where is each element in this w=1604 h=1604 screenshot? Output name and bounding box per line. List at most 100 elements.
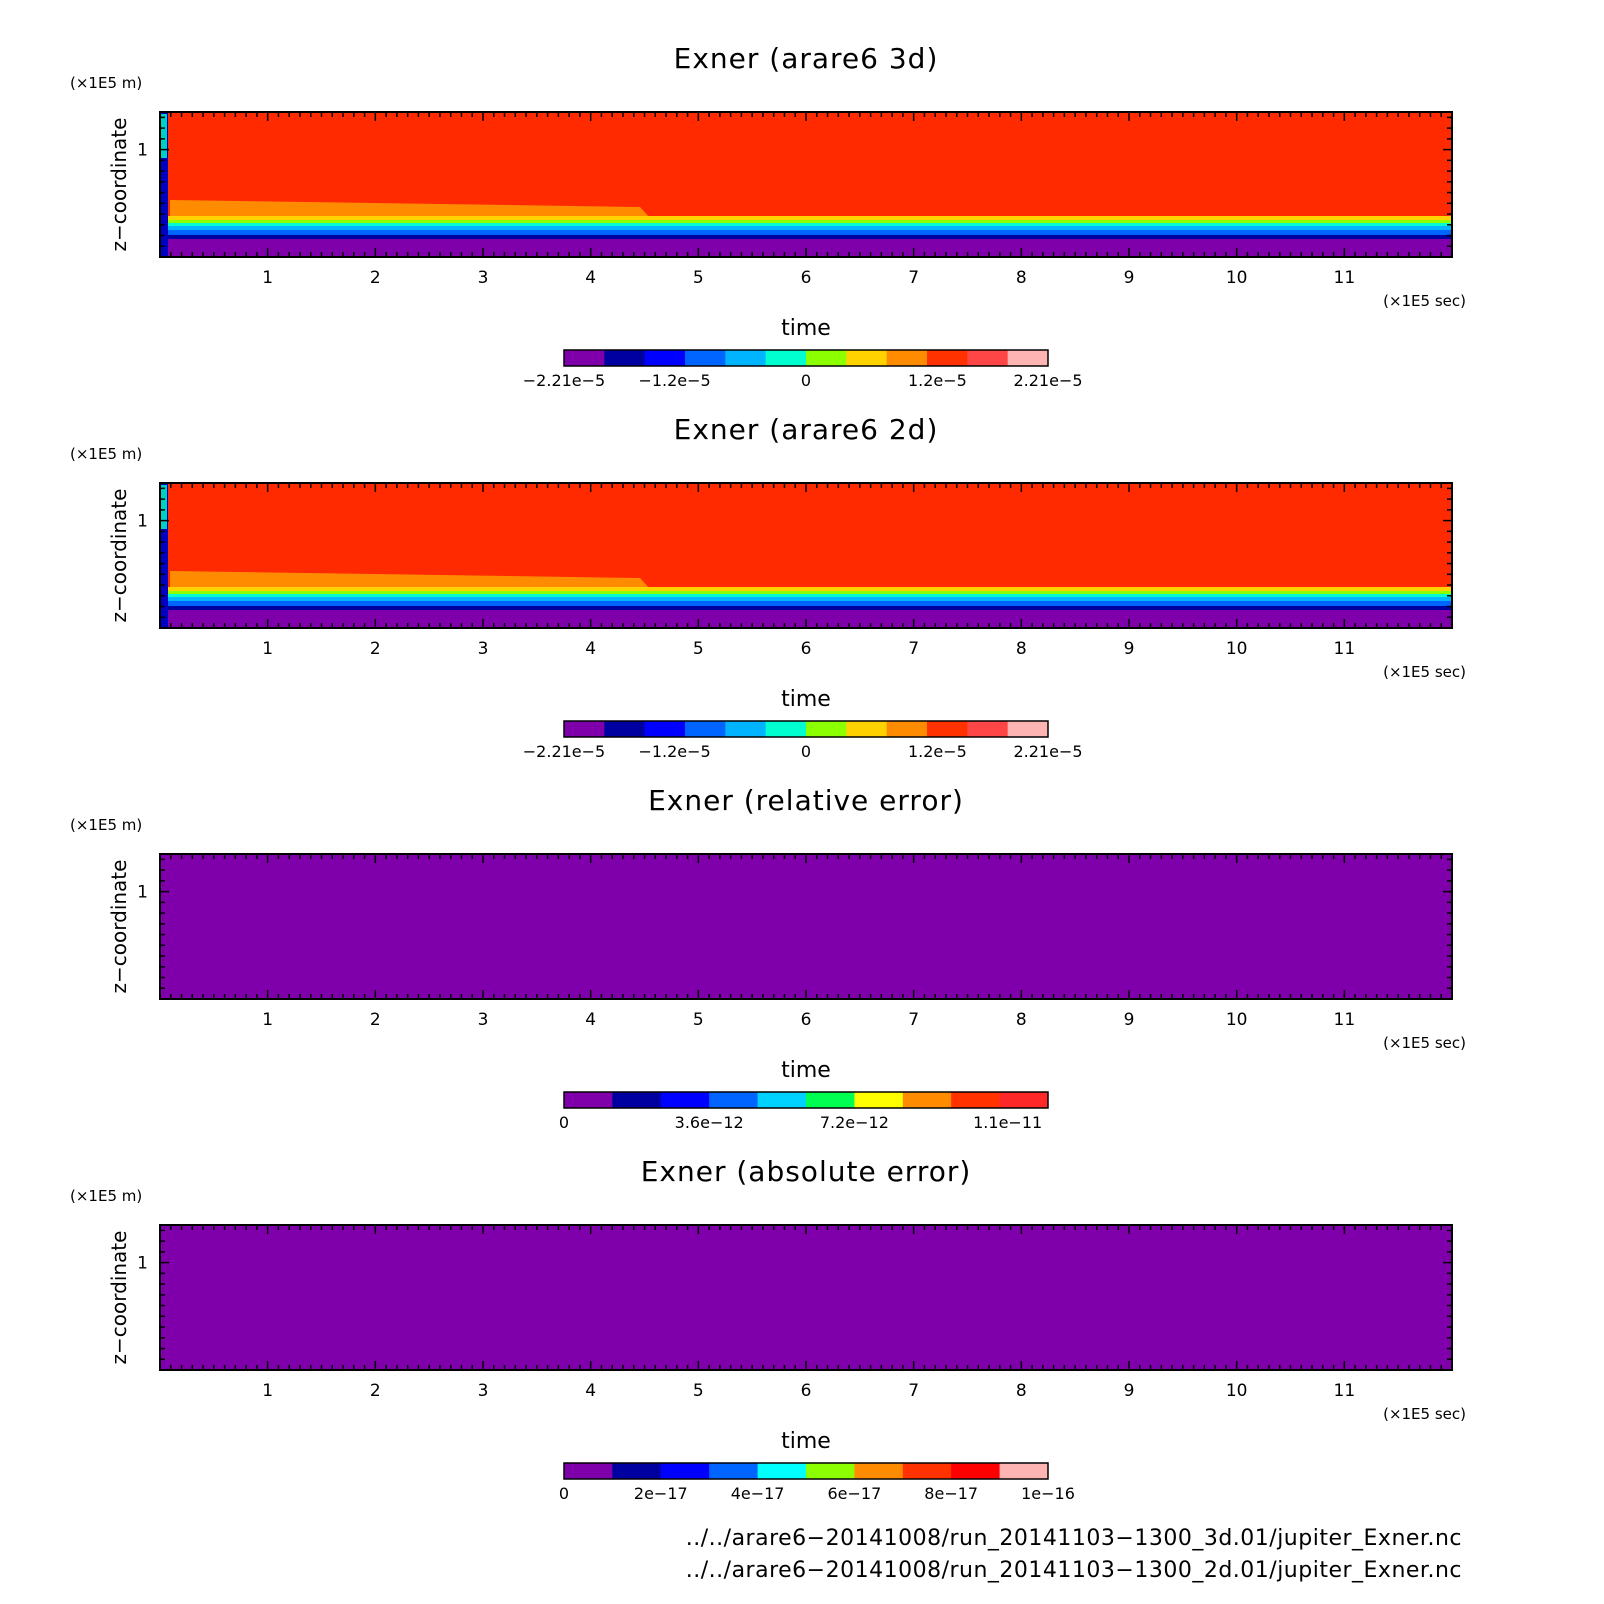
colorbar-label: 1.2e−5 bbox=[908, 742, 967, 761]
colorbar-swatch bbox=[846, 350, 888, 366]
x-tick-label: 2 bbox=[370, 268, 381, 288]
field-left-edge bbox=[160, 112, 168, 257]
x-tick-label: 3 bbox=[478, 1010, 489, 1030]
colorbar-swatch bbox=[604, 721, 646, 737]
colorbar-label: 1.1e−11 bbox=[973, 1113, 1042, 1132]
y-axis-label: z−coordinate bbox=[107, 860, 131, 994]
x-tick-label: 8 bbox=[1016, 1010, 1027, 1030]
colorbar-swatch bbox=[999, 1463, 1049, 1479]
field-band-green bbox=[168, 220, 1452, 223]
x-tick-label: 9 bbox=[1124, 1381, 1135, 1401]
x-tick-label: 10 bbox=[1226, 639, 1248, 659]
colorbar-swatch bbox=[644, 721, 686, 737]
chart-title: Exner (absolute error) bbox=[641, 1155, 972, 1188]
x-axis-label: time bbox=[781, 1058, 831, 1083]
panel-panel-3d bbox=[159, 111, 1453, 367]
x-tick-label: 6 bbox=[801, 1381, 812, 1401]
x-unit-label: (×1E5 sec) bbox=[1383, 292, 1466, 310]
panel-panel-absolute-error bbox=[159, 1224, 1453, 1480]
x-tick-label: 3 bbox=[478, 268, 489, 288]
x-tick-label: 11 bbox=[1334, 1010, 1356, 1030]
colorbar-swatch bbox=[951, 1092, 1001, 1108]
field-band-cyan bbox=[168, 594, 1452, 597]
colorbar-swatch bbox=[757, 1092, 807, 1108]
colorbar bbox=[563, 1091, 1049, 1109]
heatmap-field bbox=[160, 854, 1452, 999]
x-tick-label: 8 bbox=[1016, 639, 1027, 659]
field-left-edge-top bbox=[161, 114, 167, 158]
colorbar-swatch bbox=[1007, 350, 1049, 366]
x-tick-label: 11 bbox=[1334, 268, 1356, 288]
x-tick-label: 4 bbox=[585, 639, 596, 659]
y-unit-label: (×1E5 m) bbox=[70, 74, 142, 92]
colorbar-swatch bbox=[564, 1463, 613, 1479]
chart-title: Exner (relative error) bbox=[648, 784, 964, 817]
heatmap-field bbox=[160, 112, 1452, 257]
x-unit-label: (×1E5 sec) bbox=[1383, 663, 1466, 681]
x-tick-label: 11 bbox=[1334, 639, 1356, 659]
x-tick-label: 9 bbox=[1124, 639, 1135, 659]
x-tick-label: 6 bbox=[801, 268, 812, 288]
colorbar-label: 3.6e−12 bbox=[675, 1113, 744, 1132]
x-tick-label: 4 bbox=[585, 1381, 596, 1401]
x-tick-label: 3 bbox=[478, 1381, 489, 1401]
x-tick-label: 5 bbox=[693, 1010, 704, 1030]
colorbar-swatch bbox=[564, 1092, 613, 1108]
colorbar-swatch bbox=[709, 1463, 759, 1479]
colorbar-swatch bbox=[854, 1092, 904, 1108]
x-tick-label: 6 bbox=[801, 639, 812, 659]
colorbar-frame bbox=[563, 349, 1049, 367]
field-band-blue bbox=[168, 601, 1452, 606]
colorbar bbox=[563, 349, 1049, 367]
x-ticks bbox=[159, 854, 1453, 999]
colorbar-label: 0 bbox=[801, 371, 811, 390]
y-tick-label: 1 bbox=[137, 883, 148, 903]
colorbar-label: −1.2e−5 bbox=[638, 371, 710, 390]
field-band-navy bbox=[168, 606, 1452, 610]
colorbar-label: 4e−17 bbox=[731, 1484, 785, 1503]
colorbar-swatch bbox=[951, 1463, 1001, 1479]
y-unit-label: (×1E5 m) bbox=[70, 1187, 142, 1205]
colorbar-label: 2.21e−5 bbox=[1013, 371, 1082, 390]
colorbar-swatch bbox=[660, 1092, 710, 1108]
colorbar-swatch bbox=[806, 350, 847, 366]
field-band-cyan bbox=[168, 223, 1452, 226]
x-tick-label: 5 bbox=[693, 1381, 704, 1401]
colorbar-label: 2e−17 bbox=[634, 1484, 688, 1503]
colorbar-swatch bbox=[806, 1092, 855, 1108]
x-tick-label: 7 bbox=[908, 268, 919, 288]
source-file-2d: ../../arare6−20141008/run_20141103−1300_… bbox=[685, 1558, 1462, 1583]
x-axis-label: time bbox=[781, 316, 831, 341]
colorbar-swatch bbox=[564, 350, 605, 366]
chart-title: Exner (arare6 3d) bbox=[674, 42, 939, 75]
y-tick-label: 1 bbox=[137, 512, 148, 532]
colorbar-label: −2.21e−5 bbox=[523, 371, 605, 390]
heatmap-field bbox=[160, 1225, 1452, 1370]
x-tick-label: 7 bbox=[908, 1381, 919, 1401]
colorbar-label: 0 bbox=[559, 1113, 569, 1132]
colorbar-label: 2.21e−5 bbox=[1013, 742, 1082, 761]
x-tick-label: 5 bbox=[693, 268, 704, 288]
y-axis-label: z−coordinate bbox=[107, 118, 131, 252]
x-tick-label: 9 bbox=[1124, 268, 1135, 288]
field-band-green bbox=[168, 591, 1452, 594]
colorbar bbox=[563, 720, 1049, 738]
colorbar-label: 1e−16 bbox=[1021, 1484, 1075, 1503]
y-unit-label: (×1E5 m) bbox=[70, 816, 142, 834]
y-unit-label: (×1E5 m) bbox=[70, 445, 142, 463]
colorbar bbox=[563, 1462, 1049, 1480]
field-left-edge-top bbox=[161, 485, 167, 529]
colorbar-swatch bbox=[902, 1092, 952, 1108]
colorbar-label: 1.2e−5 bbox=[908, 371, 967, 390]
heatmap-field bbox=[160, 483, 1452, 628]
panel-panel-2d bbox=[159, 482, 1453, 738]
chart-title: Exner (arare6 2d) bbox=[674, 413, 939, 446]
colorbar-swatch bbox=[612, 1092, 662, 1108]
x-tick-label: 10 bbox=[1226, 268, 1248, 288]
x-tick-label: 5 bbox=[693, 639, 704, 659]
colorbar-swatch bbox=[564, 721, 605, 737]
x-tick-label: 10 bbox=[1226, 1381, 1248, 1401]
colorbar-swatch bbox=[806, 721, 847, 737]
x-axis-label: time bbox=[781, 1429, 831, 1454]
